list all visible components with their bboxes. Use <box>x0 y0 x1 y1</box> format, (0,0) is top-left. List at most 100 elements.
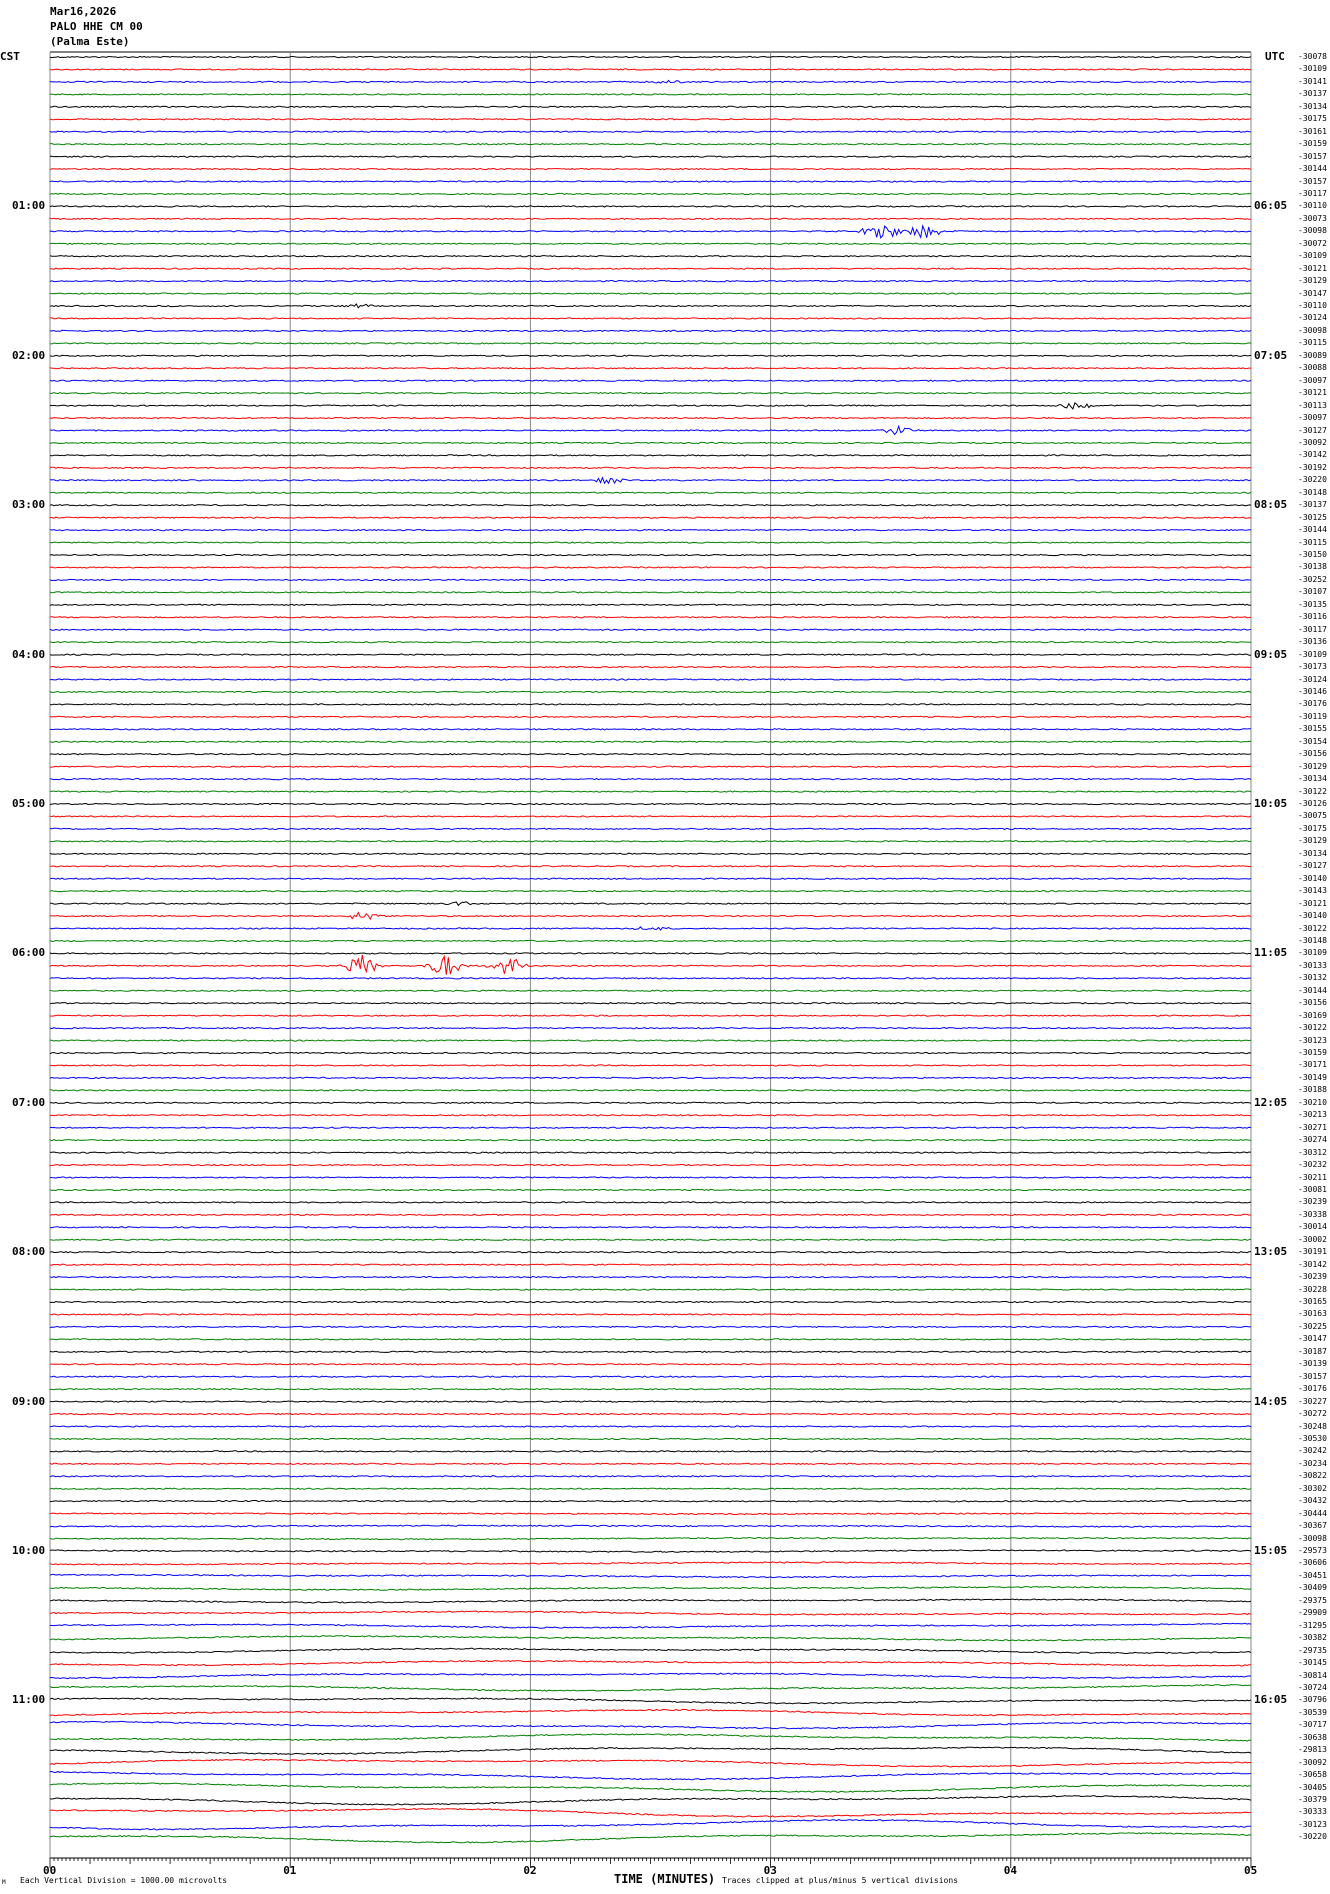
row-offset-label: -30338 <box>1298 1209 1327 1219</box>
row-offset-label: -30098 <box>1298 1533 1327 1543</box>
trace-row-2 <box>49 79 1251 84</box>
right-timezone-label: UTC <box>1265 50 1285 63</box>
row-offset-label: -30405 <box>1298 1782 1327 1792</box>
row-offset-label: -30126 <box>1298 799 1327 808</box>
cst-hour-label: 06:00 <box>12 946 46 960</box>
trace-row-48 <box>49 653 1252 656</box>
row-offset-label: -30154 <box>1298 736 1327 746</box>
corner-mark: M <box>2 1879 6 1886</box>
row-offset-label: -30239 <box>1298 1272 1327 1282</box>
row-offset-label: -30432 <box>1298 1496 1327 1506</box>
row-offset-label: -30146 <box>1298 686 1327 696</box>
row-offset-label: -30092 <box>1298 1757 1327 1767</box>
trace-row-87 <box>49 1139 1252 1142</box>
trace-row-92 <box>50 1201 1252 1204</box>
trace-row-96 <box>49 1251 1252 1254</box>
row-offset-label: -30171 <box>1298 1060 1327 1070</box>
row-offset-label: -30109 <box>1298 649 1327 659</box>
row-offset-label: -30796 <box>1298 1695 1327 1705</box>
row-offset-label: -30073 <box>1298 213 1327 223</box>
trace-row-31 <box>49 441 1252 445</box>
trace-row-103 <box>49 1338 1252 1341</box>
row-offset-label: -30159 <box>1298 1048 1327 1057</box>
cst-hour-label: 03:00 <box>12 498 46 512</box>
trace-row-107 <box>49 1388 1252 1391</box>
trace-row-69 <box>49 911 1252 921</box>
cst-hour-label: 04:00 <box>12 647 46 661</box>
trace-row-89 <box>49 1163 1252 1167</box>
row-offset-label: -30210 <box>1298 1097 1327 1107</box>
row-offset-label: -30133 <box>1298 960 1327 970</box>
trace-row-119 <box>49 1536 1252 1541</box>
row-offset-label: -30141 <box>1298 76 1327 86</box>
trace-row-112 <box>49 1450 1252 1453</box>
row-offset-label: -30333 <box>1298 1807 1327 1817</box>
trace-row-14 <box>49 224 1252 239</box>
trace-row-3 <box>49 93 1252 96</box>
cst-hour-label: 02:00 <box>12 348 46 362</box>
trace-row-82 <box>49 1076 1252 1080</box>
trace-row-35 <box>49 491 1252 494</box>
trace-row-73 <box>49 954 1252 975</box>
trace-row-21 <box>50 317 1251 320</box>
cst-hour-label: 01:00 <box>12 199 46 213</box>
trace-row-13 <box>49 217 1252 220</box>
trace-row-60 <box>49 802 1252 806</box>
row-offset-label: -30125 <box>1298 512 1327 522</box>
trace-row-98 <box>49 1275 1251 1279</box>
utc-hour-label: 16:05 <box>1254 1693 1288 1707</box>
row-offset-label: -30444 <box>1298 1508 1327 1518</box>
trace-row-6 <box>49 130 1252 133</box>
trace-row-134 <box>49 1720 1252 1730</box>
trace-row-121 <box>49 1561 1252 1566</box>
row-offset-label: -30150 <box>1298 550 1327 559</box>
row-offset-label: -29735 <box>1298 1645 1327 1655</box>
row-offset-label: -30002 <box>1298 1234 1327 1244</box>
utc-hour-label: 13:05 <box>1254 1245 1288 1259</box>
utc-hour-label: 12:05 <box>1254 1095 1288 1109</box>
trace-row-47 <box>49 641 1251 644</box>
row-offset-label: -30239 <box>1298 1197 1327 1207</box>
row-offset-label: -30367 <box>1298 1521 1327 1531</box>
trace-row-81 <box>49 1064 1252 1067</box>
trace-row-4 <box>50 105 1252 108</box>
row-offset-label: -30163 <box>1298 1309 1327 1319</box>
trace-row-34 <box>49 476 1252 485</box>
row-offset-label: -30409 <box>1298 1583 1327 1593</box>
trace-row-15 <box>50 242 1252 245</box>
trace-row-24 <box>49 354 1252 357</box>
row-offset-label: -30312 <box>1298 1147 1327 1157</box>
trace-row-88 <box>49 1151 1252 1154</box>
row-offset-label: -30191 <box>1298 1247 1327 1257</box>
trace-row-43 <box>49 591 1252 594</box>
row-offset-label: -30123 <box>1298 1819 1327 1829</box>
row-offset-label: -30606 <box>1298 1558 1327 1568</box>
trace-row-23 <box>49 342 1252 345</box>
trace-row-131 <box>49 1684 1252 1692</box>
trace-row-51 <box>49 690 1252 694</box>
trace-row-72 <box>49 952 1252 955</box>
row-offset-label: -30157 <box>1298 176 1327 186</box>
clip-note: Traces clipped at plus/minus 5 vertical … <box>722 1876 959 1885</box>
row-offset-label: -30140 <box>1298 911 1327 921</box>
trace-row-30 <box>49 424 1252 436</box>
trace-row-41 <box>49 566 1251 569</box>
trace-row-74 <box>49 977 1251 980</box>
trace-row-58 <box>49 777 1252 781</box>
trace-row-120 <box>49 1549 1252 1553</box>
utc-hour-label: 14:05 <box>1254 1394 1288 1408</box>
row-offset-label: -30075 <box>1298 811 1327 821</box>
trace-row-132 <box>49 1697 1252 1705</box>
trace-row-8 <box>49 155 1252 158</box>
row-offset-label: -30144 <box>1298 525 1327 535</box>
trace-row-39 <box>49 541 1252 544</box>
row-offset-label: -30143 <box>1298 886 1327 896</box>
row-offset-label: -30225 <box>1298 1321 1327 1331</box>
trace-row-93 <box>49 1213 1252 1216</box>
trace-row-136 <box>49 1746 1252 1755</box>
row-offset-label: -30379 <box>1298 1795 1327 1804</box>
row-offset-label: -30122 <box>1298 923 1327 933</box>
cst-hour-label: 07:00 <box>12 1095 46 1109</box>
row-offset-label: -30638 <box>1298 1732 1327 1742</box>
row-offset-label: -30144 <box>1298 164 1327 174</box>
